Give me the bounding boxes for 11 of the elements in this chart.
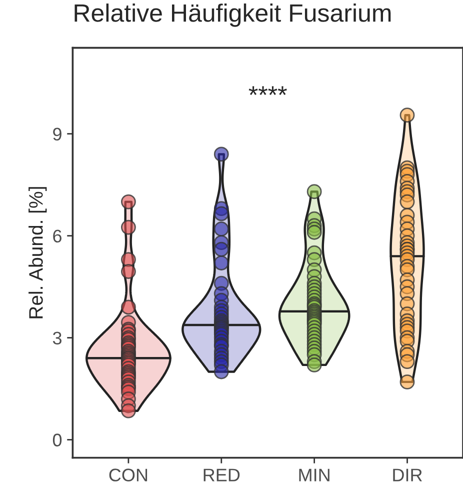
y-axis-title: Rel. Abund. [%] (28, 187, 47, 318)
y-tick-label: 3 (52, 332, 62, 344)
x-tick-label: DIR (393, 468, 422, 482)
y-tick-label: 9 (53, 128, 62, 141)
chart-title: Relative Häufigkeit Fusarium (74, 4, 391, 27)
y-tick-label: 0 (52, 434, 62, 446)
x-tick-label: RED (204, 468, 240, 482)
x-tick-label: MIN (299, 468, 330, 482)
y-tick-label: 6 (53, 230, 62, 243)
x-tick-label: CON (109, 468, 148, 482)
annotation: **** (248, 86, 287, 96)
